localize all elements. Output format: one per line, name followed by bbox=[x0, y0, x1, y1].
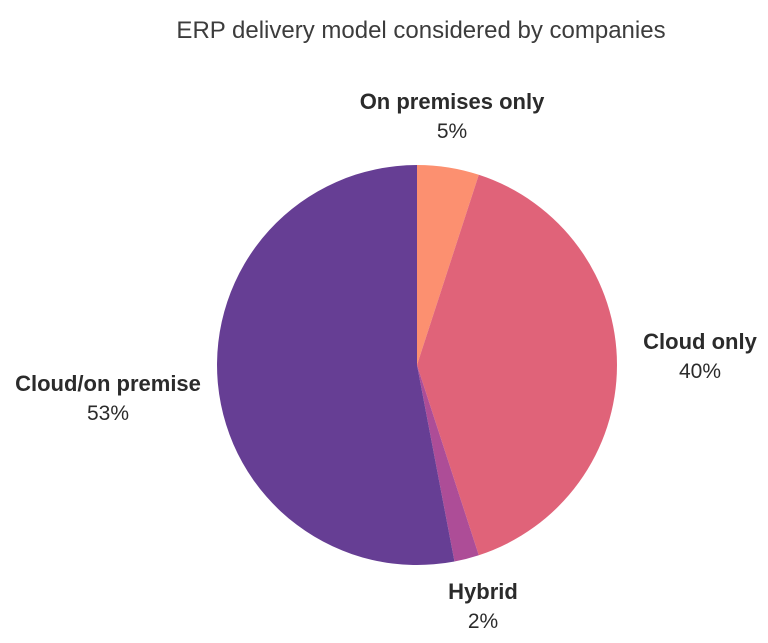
slice-value-cloud-on-premise: 53% bbox=[86, 402, 130, 425]
pie-slice-cloud-only bbox=[417, 174, 617, 556]
slice-value-on-premises-only: 5% bbox=[436, 120, 468, 143]
slice-label-cloud-on-premise: Cloud/on premise bbox=[15, 371, 201, 396]
callout-on-premises-only: On premises only 5% bbox=[360, 84, 545, 145]
slice-label-cloud-only: Cloud only bbox=[643, 329, 757, 354]
pie-slice-hybrid bbox=[417, 365, 479, 562]
callout-cloud-only: Cloud only 40% bbox=[643, 324, 757, 385]
slice-label-on-premises-only: On premises only bbox=[359, 89, 545, 114]
callout-hybrid: Hybrid 2% bbox=[448, 574, 518, 635]
slice-value-hybrid: 2% bbox=[467, 610, 499, 633]
pie-slice-on-premises-only bbox=[417, 165, 479, 365]
callout-cloud-on-premise: Cloud/on premise 53% bbox=[15, 366, 201, 427]
slice-label-hybrid: Hybrid bbox=[448, 579, 518, 604]
chart-title: ERP delivery model considered by compani… bbox=[176, 17, 666, 44]
pie-slice-cloud-on-premise bbox=[217, 165, 455, 566]
slice-value-cloud-only: 40% bbox=[678, 360, 722, 383]
